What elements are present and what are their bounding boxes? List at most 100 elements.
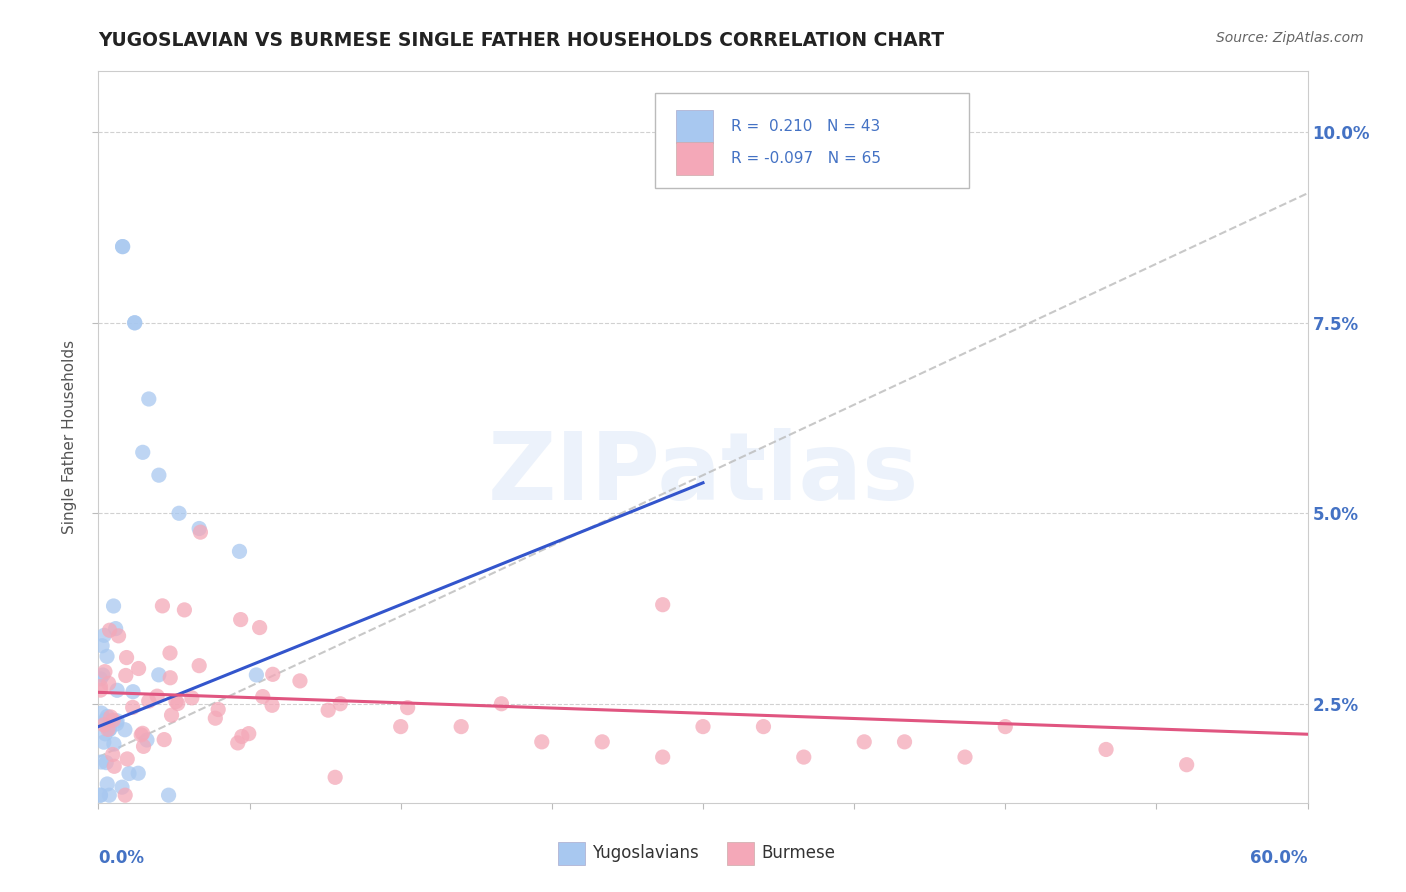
Point: [89, 683, 111, 698]
Point: [994, 720, 1017, 734]
Point: [953, 750, 976, 764]
Point: [228, 544, 250, 558]
Point: [90, 755, 112, 769]
Point: [96, 777, 118, 791]
Point: [96, 649, 118, 664]
Text: 60.0%: 60.0%: [1250, 848, 1308, 866]
Point: [238, 726, 260, 740]
Point: [491, 697, 513, 711]
Text: 0.0%: 0.0%: [98, 848, 145, 866]
Point: [136, 733, 159, 747]
Point: [96, 709, 118, 723]
Point: [893, 735, 915, 749]
Point: [94, 713, 117, 727]
Point: [146, 689, 169, 703]
Point: [396, 700, 419, 714]
Point: [93, 718, 115, 732]
Text: R =  0.210   N = 43: R = 0.210 N = 43: [731, 120, 880, 134]
Point: [148, 468, 170, 483]
Point: [96, 756, 118, 770]
Point: [124, 316, 146, 330]
Point: [105, 683, 128, 698]
Bar: [558, 841, 585, 865]
Point: [173, 603, 195, 617]
Point: [180, 690, 202, 705]
Point: [1095, 742, 1118, 756]
Point: [91, 668, 114, 682]
Point: [316, 703, 339, 717]
Point: [91, 639, 114, 653]
Point: [114, 723, 136, 737]
Point: [97, 723, 120, 737]
Point: [148, 668, 170, 682]
Y-axis label: Single Father Households: Single Father Households: [62, 340, 77, 534]
Point: [752, 720, 775, 734]
Point: [323, 770, 346, 784]
Text: R = -0.097   N = 65: R = -0.097 N = 65: [731, 152, 880, 166]
Text: YUGOSLAVIAN VS BURMESE SINGLE FATHER HOUSEHOLDS CORRELATION CHART: YUGOSLAVIAN VS BURMESE SINGLE FATHER HOU…: [98, 31, 945, 50]
Point: [105, 714, 128, 728]
Point: [103, 759, 125, 773]
Point: [530, 735, 553, 749]
Point: [89, 788, 111, 802]
Point: [111, 239, 134, 253]
Point: [138, 694, 160, 708]
Point: [114, 668, 136, 682]
Point: [591, 735, 613, 749]
Point: [115, 650, 138, 665]
Point: [160, 708, 183, 723]
Point: [89, 672, 111, 686]
Point: [98, 723, 121, 737]
Point: [190, 525, 212, 540]
Point: [262, 667, 284, 681]
Point: [159, 671, 181, 685]
Point: [94, 665, 117, 679]
Point: [101, 713, 124, 727]
Point: [793, 750, 815, 764]
Point: [245, 668, 267, 682]
Point: [107, 629, 129, 643]
Point: [229, 613, 252, 627]
Point: [226, 736, 249, 750]
Point: [98, 624, 121, 638]
Bar: [727, 841, 754, 865]
Text: Burmese: Burmese: [761, 844, 835, 863]
Point: [692, 720, 714, 734]
Point: [231, 730, 253, 744]
Point: [450, 720, 472, 734]
Point: [121, 700, 143, 714]
Point: [188, 658, 211, 673]
Point: [207, 702, 229, 716]
Point: [103, 737, 125, 751]
Point: [132, 739, 155, 754]
Point: [101, 747, 124, 762]
Point: [104, 622, 127, 636]
Point: [165, 694, 187, 708]
Text: ZIPatlas: ZIPatlas: [488, 427, 918, 520]
Point: [157, 788, 180, 802]
Point: [94, 727, 117, 741]
Point: [103, 599, 125, 613]
Point: [128, 661, 150, 675]
Point: [115, 752, 138, 766]
Point: [389, 720, 412, 734]
FancyBboxPatch shape: [655, 94, 969, 188]
Point: [188, 521, 211, 535]
Point: [132, 445, 155, 459]
Point: [90, 706, 112, 720]
Point: [122, 684, 145, 698]
Text: Source: ZipAtlas.com: Source: ZipAtlas.com: [1216, 31, 1364, 45]
Point: [159, 646, 181, 660]
Point: [288, 673, 311, 688]
Point: [129, 728, 152, 742]
Point: [118, 766, 141, 780]
Point: [100, 710, 122, 724]
Point: [651, 750, 673, 764]
Point: [152, 599, 174, 613]
Point: [131, 726, 153, 740]
Point: [167, 506, 190, 520]
Point: [114, 788, 136, 802]
Point: [97, 676, 120, 690]
Point: [89, 788, 111, 802]
Point: [89, 680, 111, 694]
